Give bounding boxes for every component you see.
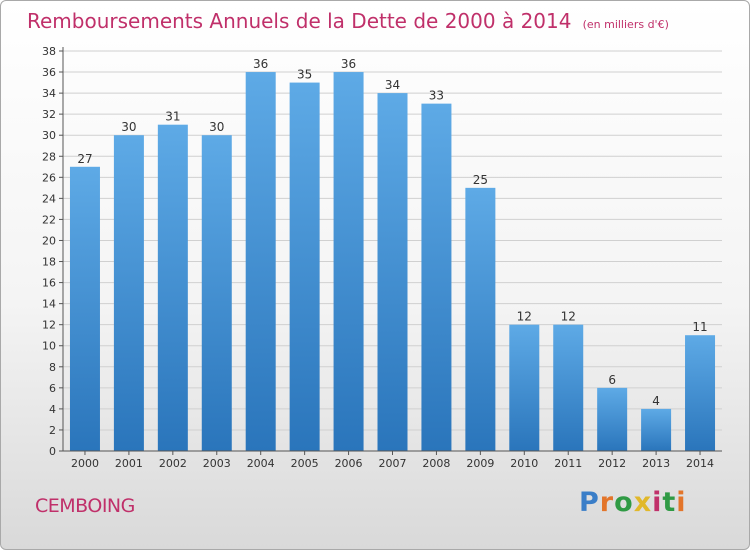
data-label: 25 xyxy=(473,173,488,187)
data-label: 31 xyxy=(165,110,180,124)
y-tick-label: 38 xyxy=(42,45,56,58)
data-label: 30 xyxy=(209,120,224,134)
chart-title: Remboursements Annuels de la Dette de 20… xyxy=(27,9,669,33)
bar xyxy=(333,72,364,451)
y-tick-label: 16 xyxy=(42,277,56,290)
y-tick-label: 22 xyxy=(42,213,56,226)
x-tick-label: 2014 xyxy=(686,457,714,470)
y-tick-label: 20 xyxy=(42,234,56,247)
commune-name: CEMBOING xyxy=(35,495,135,517)
x-tick-label: 2011 xyxy=(554,457,582,470)
labels: 27 2000 30 2001 31 2002 30 2003 36 2004 35 2005 36 20… xyxy=(71,57,714,470)
y-tick-label: 2 xyxy=(49,424,56,437)
x-tick-label: 2009 xyxy=(466,457,494,470)
bar xyxy=(69,166,100,451)
y-tick-label: 10 xyxy=(42,340,56,353)
chart-unit-note: (en milliers d'€) xyxy=(582,18,669,31)
y-tick-label: 36 xyxy=(42,66,56,79)
y-tick-label: 34 xyxy=(42,87,56,100)
bar xyxy=(509,324,540,451)
x-tick-label: 2007 xyxy=(379,457,407,470)
y-tick-label: 30 xyxy=(42,129,56,142)
data-label: 33 xyxy=(429,89,444,103)
bar xyxy=(465,187,496,451)
y-tick-label: 26 xyxy=(42,171,56,184)
proxiti-logo[interactable]: Proxiti xyxy=(579,487,687,518)
x-tick-label: 2005 xyxy=(291,457,319,470)
bar xyxy=(245,72,276,451)
x-tick-label: 2000 xyxy=(71,457,99,470)
data-label: 36 xyxy=(341,57,356,71)
data-label: 35 xyxy=(297,68,312,82)
data-label: 12 xyxy=(561,310,576,324)
y-tick-label: 12 xyxy=(42,319,56,332)
data-label: 12 xyxy=(517,310,532,324)
x-tick-label: 2003 xyxy=(203,457,231,470)
x-tick-label: 2010 xyxy=(510,457,538,470)
y-tick-label: 14 xyxy=(42,298,56,311)
bar xyxy=(685,335,716,451)
x-tick-label: 2002 xyxy=(159,457,187,470)
bar xyxy=(377,93,408,452)
data-label: 4 xyxy=(652,394,660,408)
bar xyxy=(641,408,672,451)
data-label: 30 xyxy=(121,120,136,134)
y-tick-label: 0 xyxy=(49,445,56,458)
y-tick-label: 8 xyxy=(49,361,56,374)
y-tick-label: 4 xyxy=(49,403,56,416)
bar xyxy=(421,103,452,451)
bar xyxy=(157,124,188,452)
y-tick-label: 28 xyxy=(42,150,56,163)
data-label: 36 xyxy=(253,57,268,71)
bar xyxy=(113,135,144,452)
y-tick-label: 24 xyxy=(42,192,56,205)
data-label: 11 xyxy=(692,320,707,334)
x-tick-label: 2001 xyxy=(115,457,143,470)
data-label: 6 xyxy=(608,373,616,387)
x-tick-label: 2008 xyxy=(422,457,450,470)
data-label: 27 xyxy=(77,152,92,166)
data-label: 34 xyxy=(385,78,400,92)
bar xyxy=(289,82,320,451)
x-tick-label: 2013 xyxy=(642,457,670,470)
x-tick-label: 2004 xyxy=(247,457,275,470)
bar xyxy=(553,324,584,451)
y-tick-label: 6 xyxy=(49,382,56,395)
bar xyxy=(201,135,232,452)
chart-title-text: Remboursements Annuels de la Dette de 20… xyxy=(27,9,572,33)
x-tick-label: 2006 xyxy=(335,457,363,470)
y-tick-label: 32 xyxy=(42,108,56,121)
bars xyxy=(69,72,716,452)
bar xyxy=(597,387,628,451)
x-tick-label: 2012 xyxy=(598,457,626,470)
y-tick-label: 18 xyxy=(42,256,56,269)
